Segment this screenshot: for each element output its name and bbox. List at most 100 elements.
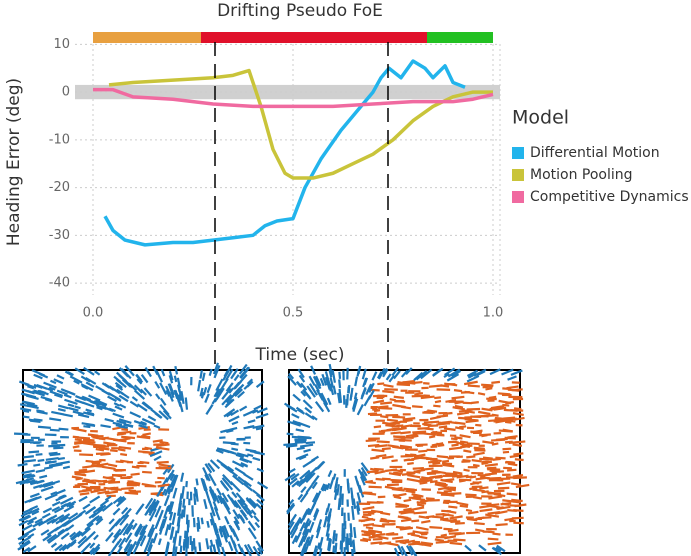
flow-arrow: [118, 537, 127, 548]
flow-arrow: [495, 437, 508, 441]
flow-arrow: [410, 533, 420, 538]
flow-arrow: [321, 373, 328, 386]
flow-arrow: [511, 516, 524, 520]
flow-arrow: [311, 481, 318, 490]
flow-arrow: [120, 452, 128, 457]
flow-arrow: [482, 440, 495, 445]
flow-arrow: [35, 453, 43, 456]
y-tick-label: -20: [49, 180, 70, 195]
flow-arrow: [492, 532, 501, 536]
flow-arrow: [403, 381, 416, 385]
flow-arrow: [140, 374, 149, 384]
flow-arrow: [103, 479, 116, 484]
flow-arrow: [399, 526, 414, 531]
flow-arrow: [454, 532, 465, 536]
flow-arrow: [288, 372, 295, 380]
flow-arrow: [82, 438, 95, 442]
flow-arrow: [515, 483, 530, 489]
flow-arrow: [139, 530, 147, 542]
flow-arrow: [220, 447, 234, 454]
flow-arrow: [356, 403, 364, 416]
flow-arrow: [58, 427, 69, 431]
flow-arrow: [326, 533, 330, 541]
flow-arrow: [157, 483, 170, 488]
flow-arrow: [97, 490, 110, 495]
flow-arrow: [23, 455, 34, 459]
flow-arrow: [49, 452, 61, 457]
flow-arrow: [420, 456, 433, 460]
flow-arrow: [511, 498, 523, 503]
flow-arrow: [456, 411, 470, 416]
flow-arrow: [114, 381, 123, 389]
flow-arrow: [296, 446, 305, 451]
flow-arrow: [349, 523, 353, 538]
flow-arrow: [219, 479, 230, 492]
flow-arrow: [295, 406, 304, 413]
flow-arrow: [418, 535, 428, 540]
flow-arrow: [124, 365, 135, 377]
flow-arrow: [116, 419, 127, 425]
flow-arrow: [105, 532, 114, 542]
flow-arrow: [466, 369, 479, 378]
flow-arrow: [177, 394, 182, 401]
flow-arrow: [386, 483, 399, 487]
flow-arrow: [219, 378, 229, 392]
flow-arrow: [465, 493, 477, 497]
flow-arrow: [493, 492, 506, 498]
flow-arrow: [27, 404, 39, 410]
flow-arrow: [131, 540, 137, 549]
flow-arrow: [170, 526, 175, 539]
flow-arrow: [502, 403, 510, 407]
flow-arrow: [32, 520, 44, 528]
flow-arrow: [112, 421, 123, 426]
flow-arrow: [20, 510, 33, 518]
flow-arrow: [129, 480, 141, 485]
flow-arrow: [21, 469, 35, 475]
flow-arrow: [301, 507, 311, 521]
flow-arrow: [405, 545, 414, 556]
flow-arrow: [384, 388, 398, 391]
flow-arrow: [405, 433, 418, 438]
flow-arrow: [146, 544, 153, 556]
flow-arrow: [172, 537, 177, 550]
flow-arrow: [255, 502, 263, 510]
flow-arrow: [31, 390, 46, 397]
flow-arrow: [153, 424, 161, 429]
flow-arrow: [286, 502, 295, 513]
flow-arrow: [44, 514, 58, 523]
flow-arrow: [155, 370, 164, 383]
flow-arrow: [153, 500, 160, 511]
flow-arrow: [314, 401, 325, 413]
flow-arrow: [93, 488, 107, 492]
flow-arrow: [33, 373, 43, 380]
flow-arrow: [100, 424, 111, 429]
flow-arrow: [442, 512, 454, 517]
flow-arrow: [221, 525, 228, 540]
flow-arrow: [429, 474, 443, 479]
flow-arrow: [359, 476, 366, 486]
flow-arrow: [371, 371, 378, 381]
flow-arrow: [450, 437, 458, 441]
flow-arrow: [376, 405, 389, 409]
flow-arrow: [315, 526, 322, 539]
flow-arrow: [104, 418, 114, 423]
insets: [14, 362, 530, 556]
flow-arrow: [180, 509, 184, 519]
flow-arrow: [305, 484, 314, 494]
flow-arrow: [154, 521, 160, 530]
flow-arrow: [174, 530, 178, 539]
flow-arrow: [297, 368, 305, 379]
flow-arrow: [408, 545, 418, 556]
flow-arrow: [37, 520, 47, 527]
series-line: [108, 68, 493, 180]
flow-arrow: [156, 485, 165, 498]
flow-arrow: [387, 444, 399, 449]
flow-arrow: [70, 531, 82, 541]
flow-arrow: [237, 513, 246, 524]
flow-arrow: [196, 522, 200, 532]
flow-arrow: [411, 519, 420, 523]
flow-arrow: [441, 462, 453, 466]
flow-arrow: [451, 370, 462, 378]
flow-arrow: [425, 497, 435, 501]
flow-arrow: [312, 545, 318, 556]
